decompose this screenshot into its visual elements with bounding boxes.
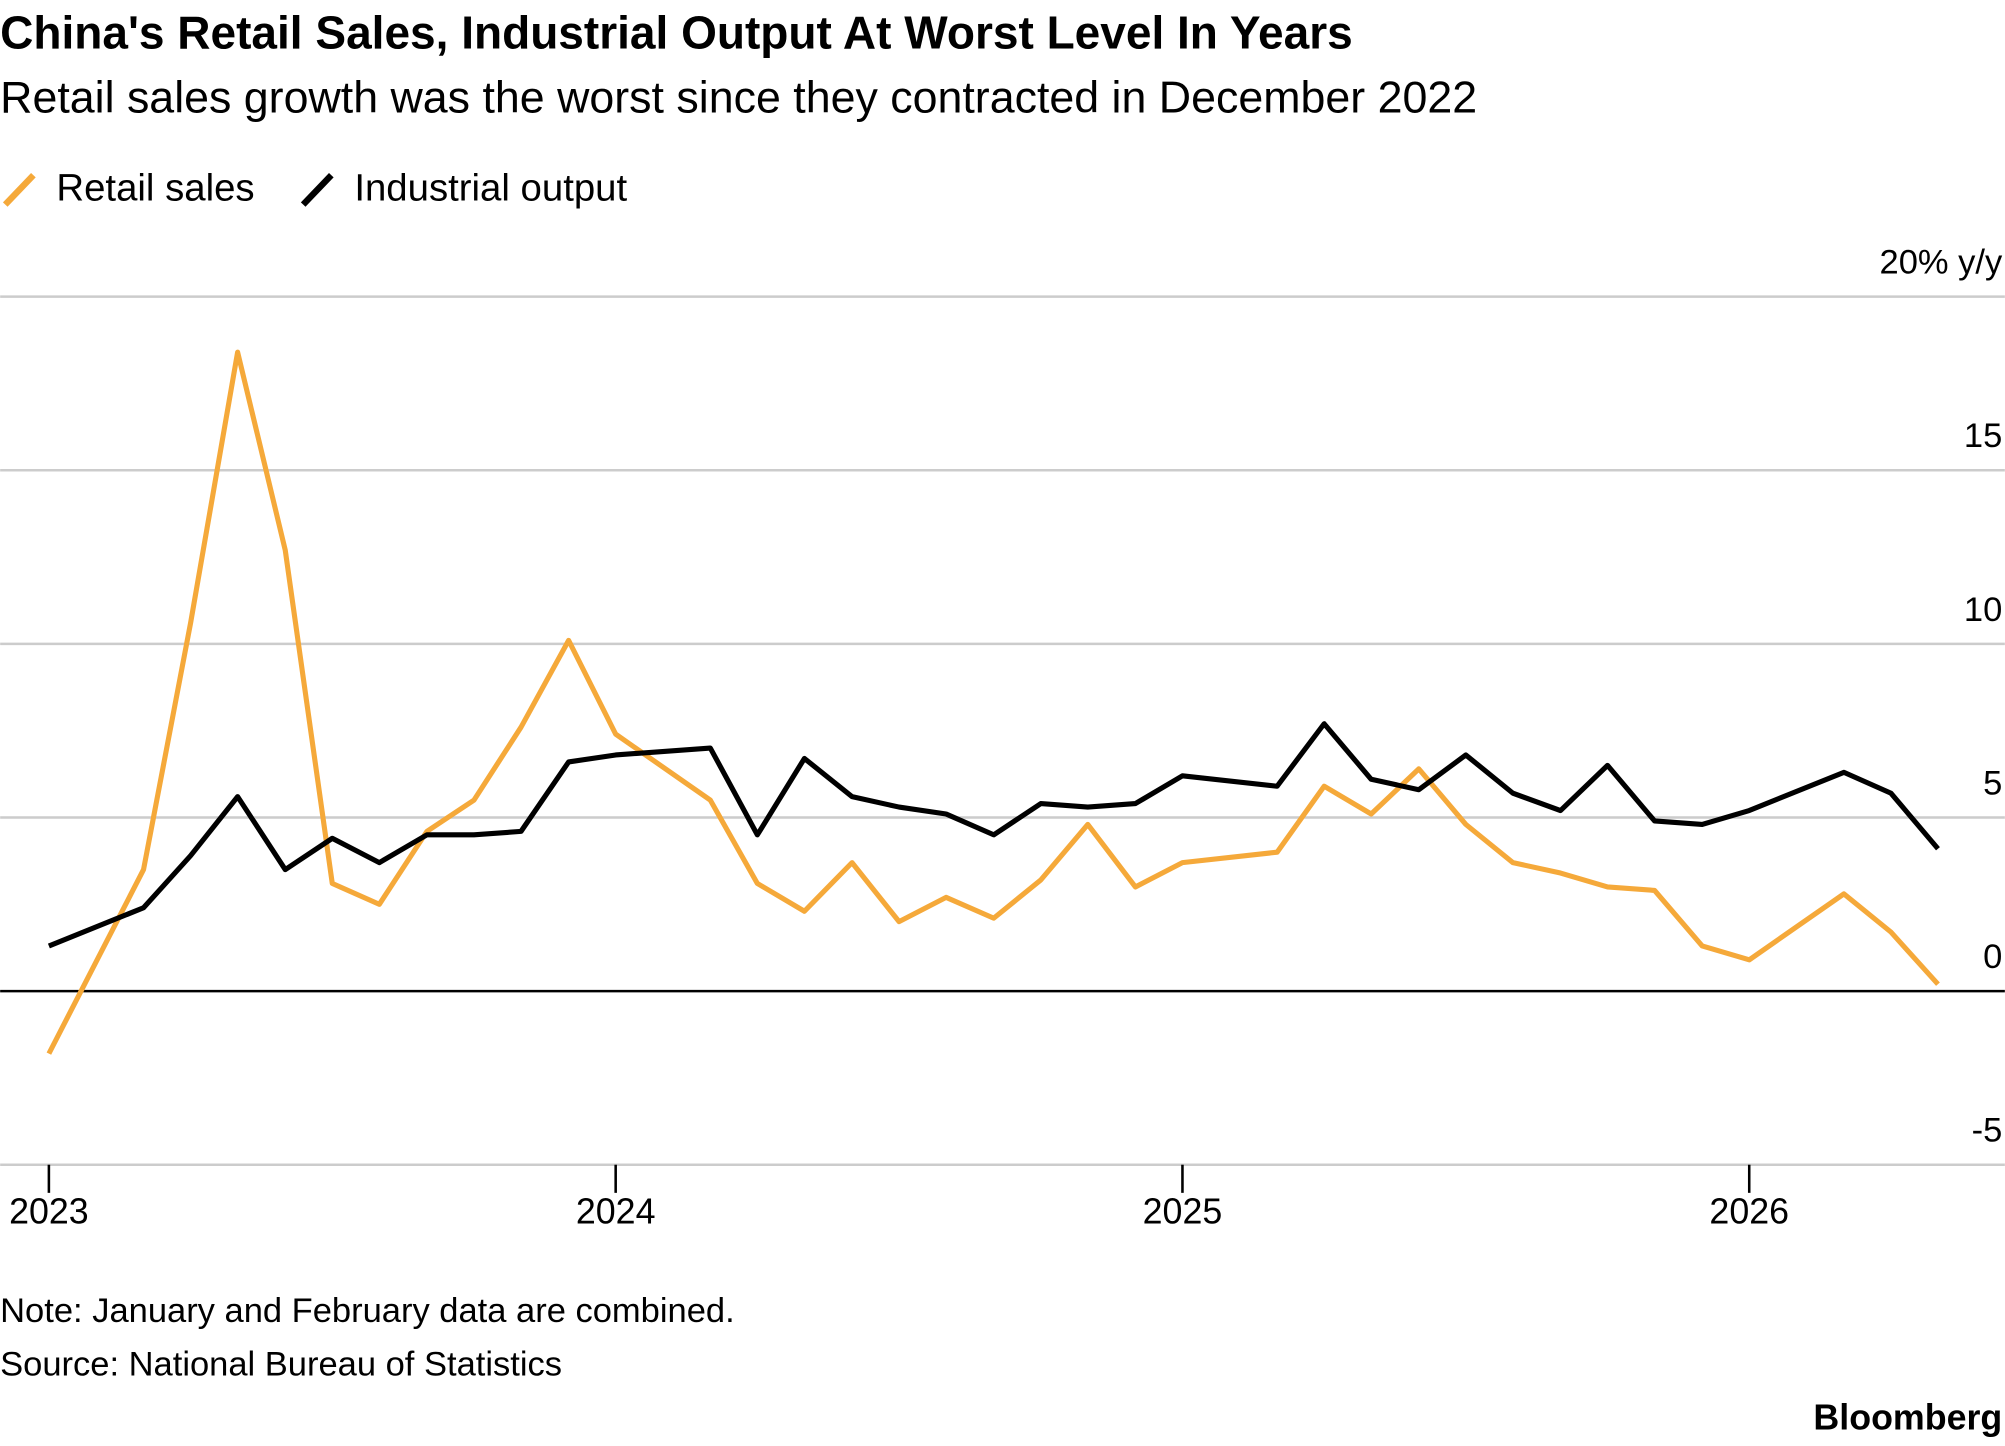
note: Note: January and February data are comb… [0,1292,735,1330]
legend-label: Industrial output [354,167,627,210]
chart-subtitle: Retail sales growth was the worst since … [0,73,1477,123]
y-tick-label: 20% y/y [1880,244,2003,282]
y-tick-label: 0 [1983,938,2002,976]
series-line [46,349,1940,1055]
chart-title: China's Retail Sales, Industrial Output … [0,7,1353,59]
brand: Bloomberg [1813,1397,2002,1437]
series-line [47,721,1940,949]
legend-swatch [2,172,36,207]
y-tick-label: 5 [1983,764,2002,802]
source: Source: National Bureau of Statistics [0,1346,562,1384]
x-tick-label: 2024 [576,1192,656,1232]
legend-label: Retail sales [56,167,254,210]
x-tick-label: 2023 [9,1192,89,1232]
legend-swatch [300,172,334,207]
y-tick-label: 15 [1964,417,2002,455]
x-tick-label: 2026 [1709,1192,1789,1232]
y-tick-label: 10 [1964,591,2002,629]
x-tick-label: 2025 [1143,1192,1223,1232]
y-tick-label: -5 [1972,1112,2003,1150]
